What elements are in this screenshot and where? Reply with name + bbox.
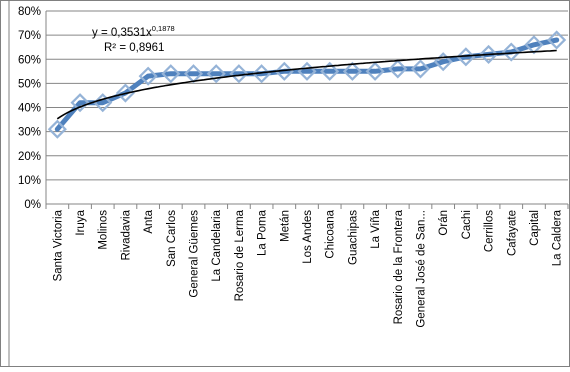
data-point-marker bbox=[320, 61, 340, 81]
data-point-marker bbox=[93, 93, 113, 113]
x-tick-label: Iruya bbox=[75, 209, 87, 235]
data-point-marker bbox=[342, 61, 362, 81]
y-tick-label: 40% bbox=[18, 103, 41, 115]
x-tick-label: Rosario de la Frontera bbox=[393, 209, 405, 324]
y-axis-ticks: 0% 10% 20% 30% 40% 50% 60% 70% 80% bbox=[18, 6, 41, 211]
x-tick-label: Rosario de Lerma bbox=[234, 209, 246, 301]
trendline bbox=[56, 49, 557, 120]
data-point-marker bbox=[138, 66, 158, 86]
data-point-marker bbox=[47, 119, 67, 139]
x-tick-label: Cachi bbox=[461, 210, 473, 239]
axes bbox=[45, 11, 569, 209]
data-point-marker bbox=[229, 64, 249, 84]
data-point-marker bbox=[365, 61, 385, 81]
y-tick-label: 30% bbox=[18, 127, 41, 139]
x-tick-label: Los Andes bbox=[302, 210, 314, 264]
y-tick-label: 70% bbox=[18, 30, 41, 42]
x-tick-label: La Candelaria bbox=[211, 209, 223, 281]
x-tick-label: San Carlos bbox=[166, 210, 178, 267]
x-tick-label: Molinos bbox=[98, 210, 110, 250]
trendline-r-squared: R² = 0,8961 bbox=[104, 42, 164, 54]
x-tick-label: Anta bbox=[143, 209, 155, 233]
data-point-marker bbox=[70, 93, 90, 113]
x-tick-label: Cafayate bbox=[506, 210, 518, 256]
data-point-marker bbox=[252, 64, 272, 84]
x-tick-label: Rivadavia bbox=[120, 209, 132, 260]
x-axis-ticks: Santa Victoria Iruya Molinos Rivadavia Anta S… bbox=[52, 209, 563, 327]
x-tick-label: General José de San... bbox=[415, 210, 427, 328]
x-tick-label: La Poma bbox=[257, 209, 269, 256]
data-point-marker bbox=[524, 35, 544, 55]
trendline-equation: y = 0,3531x0,1878 bbox=[92, 24, 175, 39]
data-point-marker bbox=[501, 42, 521, 62]
data-point-marker bbox=[433, 52, 453, 72]
data-point-marker bbox=[161, 64, 181, 84]
x-tick-label: La Viña bbox=[370, 209, 382, 248]
x-tick-label: Capital bbox=[529, 210, 541, 246]
trendline-layer bbox=[56, 49, 557, 120]
data-point-marker bbox=[456, 47, 476, 67]
y-tick-label: 60% bbox=[18, 54, 41, 66]
y-tick-label: 80% bbox=[18, 6, 41, 18]
x-tick-label: Cerrillos bbox=[484, 210, 496, 252]
x-tick-label: Santa Victoria bbox=[52, 209, 64, 281]
data-point-marker bbox=[206, 64, 226, 84]
data-point-marker bbox=[115, 83, 135, 103]
y-tick-label: 10% bbox=[18, 175, 41, 187]
x-tick-label: Orán bbox=[438, 210, 450, 236]
x-tick-label: Guachipas bbox=[347, 210, 359, 265]
y-tick-label: 20% bbox=[18, 151, 41, 163]
data-point-marker bbox=[388, 59, 408, 79]
y-tick-label: 0% bbox=[24, 199, 41, 211]
data-point-marker bbox=[479, 44, 499, 64]
data-point-marker bbox=[274, 61, 294, 81]
x-tick-label: Metán bbox=[279, 210, 291, 242]
x-tick-label: La Caldera bbox=[552, 209, 564, 266]
y-tick-label: 50% bbox=[18, 78, 41, 90]
x-tick-label: General Güemes bbox=[189, 210, 201, 298]
data-point-marker bbox=[547, 30, 567, 50]
x-tick-label: Chicoana bbox=[325, 209, 337, 258]
trendline-annotation: y = 0,3531x0,1878 R² = 0,8961 bbox=[92, 24, 175, 54]
data-point-marker bbox=[410, 59, 431, 79]
